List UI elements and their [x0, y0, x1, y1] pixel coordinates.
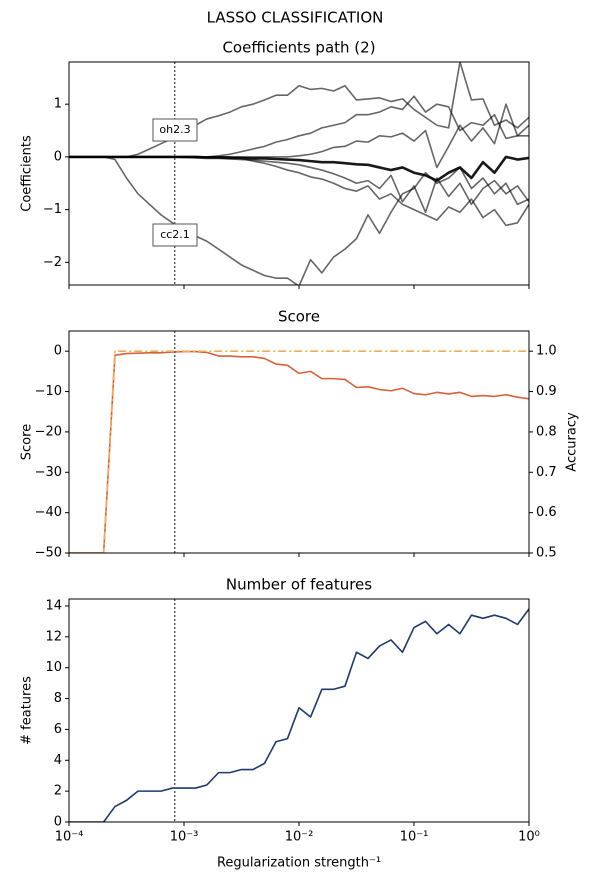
x-tick-label: 10⁻¹ — [400, 830, 429, 845]
figure-title: LASSO CLASSIFICATION — [207, 9, 384, 27]
y-tick-label: −50 — [35, 546, 62, 561]
y2-tick-label: 0.8 — [536, 424, 557, 439]
x-tick-label: 10⁰ — [518, 830, 540, 845]
y-tick-label: −20 — [35, 424, 62, 439]
y-tick-label: 14 — [45, 598, 62, 613]
y-tick-label: −10 — [35, 384, 62, 399]
y2-axis-label: Accuracy — [565, 412, 580, 472]
plot-frame — [68, 61, 530, 286]
y-tick-label: 10 — [45, 660, 62, 675]
series-line — [69, 350, 529, 553]
panel-title: Coefficients path (2) — [222, 39, 375, 57]
y2-tick-label: 0.6 — [536, 505, 557, 520]
plot-frame — [68, 598, 530, 823]
annotation-box — [152, 118, 198, 142]
plot-area — [69, 62, 529, 285]
y-axis-label: Coefficients — [20, 135, 35, 212]
x-tick-label: 10⁻³ — [170, 830, 199, 845]
y2-tick-label: 1.0 — [536, 344, 557, 359]
y-tick-label: 8 — [54, 691, 62, 706]
y-axis-label: Score — [20, 424, 35, 460]
x-axis-label: Regularization strength⁻¹ — [217, 856, 381, 871]
y-axis-label: # features — [20, 676, 35, 745]
y-tick-label: 1 — [54, 97, 62, 112]
x-tick-label: 10⁻² — [285, 830, 314, 845]
annotation: oh2.3 — [159, 123, 190, 136]
y-tick-label: 0 — [54, 344, 62, 359]
y-tick-label: 0 — [54, 815, 62, 830]
y2-tick-label: 0.7 — [536, 465, 557, 480]
series-line — [69, 156, 529, 285]
series-line — [69, 608, 529, 822]
series-line — [69, 350, 529, 553]
series-line — [69, 155, 529, 182]
y2-tick-label: 0.9 — [536, 384, 557, 399]
y-tick-label: 4 — [54, 753, 62, 768]
plot-area — [69, 350, 529, 553]
y-tick-label: −40 — [35, 505, 62, 520]
y-tick-label: −30 — [35, 465, 62, 480]
y-tick-label: 6 — [54, 722, 62, 737]
plot-frame — [68, 330, 530, 554]
panel-title: Score — [278, 308, 320, 326]
series-line — [69, 156, 529, 214]
series-line — [69, 62, 529, 158]
annotation: cc2.1 — [160, 228, 190, 241]
y-tick-label: 0 — [54, 149, 62, 164]
y-tick-label: −1 — [43, 202, 62, 217]
annotation-box — [152, 223, 198, 247]
x-tick-label: 10⁻⁴ — [55, 830, 84, 845]
y2-tick-label: 0.5 — [536, 546, 557, 561]
y-tick-label: 2 — [54, 784, 62, 799]
panel-title: Number of features — [226, 576, 372, 594]
y-tick-label: −2 — [43, 255, 62, 270]
plot-area — [69, 608, 529, 822]
y-tick-label: 12 — [45, 629, 62, 644]
